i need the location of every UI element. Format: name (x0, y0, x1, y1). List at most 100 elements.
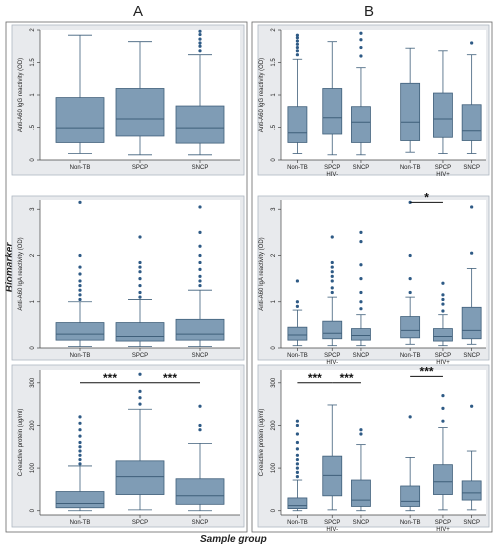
outlier-point (295, 447, 299, 451)
outlier-point (295, 304, 299, 308)
outlier-point (295, 440, 299, 445)
outlier-point (470, 205, 474, 209)
outlier-point (359, 277, 363, 281)
outlier-point (78, 297, 82, 302)
outlier-point (78, 434, 82, 438)
outlier-point (359, 263, 363, 267)
box-spcp-4 (433, 393, 453, 511)
significance-label: * (424, 190, 429, 204)
iqr-box (287, 497, 308, 510)
box-sncp-2 (351, 230, 371, 347)
iqr-box (461, 104, 482, 141)
outlier-point (359, 300, 363, 304)
outlier-point (138, 260, 142, 265)
box-sncp-5 (461, 205, 482, 345)
outlier-point (295, 466, 299, 470)
iqr-box (461, 306, 482, 340)
y-tick-label: 2 (30, 253, 36, 257)
outlier-point (78, 415, 82, 419)
outlier-point (330, 260, 334, 265)
outlier-point (441, 297, 445, 302)
outlier-point (138, 396, 142, 400)
outlier-point (441, 293, 445, 297)
boxplot-panel-a3: 0 100 200 300 C-reactive protein (ug/ml) Non-… (11, 364, 245, 528)
x-tick-label: SPCP (132, 165, 148, 171)
y-tick-label: .5 (271, 124, 277, 130)
outlier-point (295, 42, 299, 46)
box-non-tb-0 (287, 33, 308, 154)
outlier-point (198, 205, 202, 209)
iqr-box (400, 316, 421, 339)
plot-area (281, 30, 486, 160)
box-non-tb-0 (55, 415, 105, 512)
box-sncp-5 (461, 41, 482, 154)
iqr-box (115, 322, 165, 342)
panel-header-b: B (364, 3, 375, 20)
column-frame-a (5, 21, 248, 533)
iqr-box (175, 318, 225, 341)
outlier-point (78, 421, 82, 425)
plot-area (281, 200, 486, 348)
outlier-point (441, 302, 445, 306)
outlier-point (138, 235, 142, 239)
outlier-point (78, 272, 82, 276)
x-tick-label: SPCP (435, 165, 451, 171)
outlier-point (295, 470, 299, 474)
outlier-point (138, 295, 142, 299)
outlier-point (198, 260, 202, 265)
outlier-point (470, 251, 474, 255)
outlier-point (359, 432, 363, 436)
x-tick-label: SNCP (192, 165, 209, 171)
x-tick-label: SPCP (324, 165, 340, 171)
box-sncp-2 (175, 29, 225, 156)
y-tick-label: 300 (30, 377, 36, 388)
outlier-point (330, 270, 334, 274)
boxplot-panel-b2: 0 1 2 3 Anti-A60 IgA reactivity (OD) Non-TB SP… (257, 190, 490, 366)
outlier-point (78, 293, 82, 297)
iqr-box (115, 88, 165, 137)
boxplot-panel-a2: 0 1 2 3 Anti-A60 IgA reactivity (OD) Non-TB SP… (11, 195, 245, 361)
x-tick-label: SNCP (463, 165, 480, 171)
outlier-point (78, 265, 82, 269)
outlier-point (198, 244, 202, 248)
outlier-point (295, 36, 299, 40)
outlier-point (295, 453, 299, 457)
outlier-point (198, 423, 202, 428)
outlier-point (408, 253, 412, 258)
y-tick-label: 0 (30, 158, 36, 162)
outlier-point (138, 270, 142, 274)
outlier-point (359, 45, 363, 50)
x-tick-label: SPCP (132, 520, 148, 526)
outlier-point (198, 29, 202, 33)
outlier-point (78, 283, 82, 288)
outlier-point (441, 393, 445, 398)
y-tick-label: .5 (30, 124, 36, 130)
x-tick-label: Non-TB (400, 353, 421, 359)
iqr-box (433, 92, 453, 138)
outlier-point (78, 462, 82, 466)
y-axis-title: Anti-A60 IgA reactivity (OD) (18, 237, 24, 310)
group-label: HIV- (326, 172, 338, 178)
y-tick-label: 1 (271, 299, 277, 303)
significance-label: *** (308, 371, 322, 385)
x-tick-label: SNCP (192, 353, 209, 359)
x-tick-label: Non-TB (287, 165, 308, 171)
y-tick-label: 0 (30, 346, 36, 350)
iqr-box (175, 105, 225, 144)
y-tick-label: 2 (271, 28, 277, 32)
y-tick-label: 1 (271, 93, 277, 97)
panel-header-a: A (133, 3, 144, 20)
y-tick-label: 3 (30, 207, 36, 211)
box-non-tb-0 (55, 200, 105, 348)
outlier-point (78, 449, 82, 453)
box-non-tb-3 (400, 47, 421, 153)
box-sncp-5 (461, 404, 482, 511)
outlier-point (359, 240, 363, 244)
outlier-point (78, 288, 82, 292)
outlier-point (138, 277, 142, 281)
y-tick-label: 300 (271, 377, 277, 388)
x-tick-label: Non-TB (70, 520, 91, 526)
outlier-point (78, 457, 82, 462)
group-label: HIV+ (436, 360, 450, 366)
y-tick-label: 1.5 (30, 58, 36, 67)
